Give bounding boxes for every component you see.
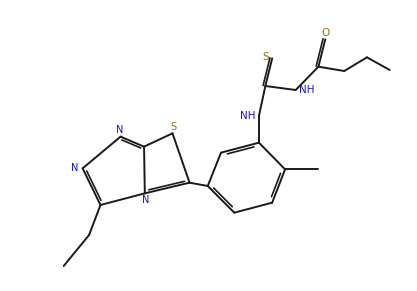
Text: S: S <box>263 52 269 62</box>
Text: NH: NH <box>299 85 314 95</box>
Text: N: N <box>142 195 150 205</box>
Text: NH: NH <box>241 111 256 121</box>
Text: N: N <box>116 125 123 135</box>
Text: N: N <box>71 163 79 173</box>
Text: S: S <box>171 122 176 132</box>
Text: O: O <box>321 28 329 38</box>
